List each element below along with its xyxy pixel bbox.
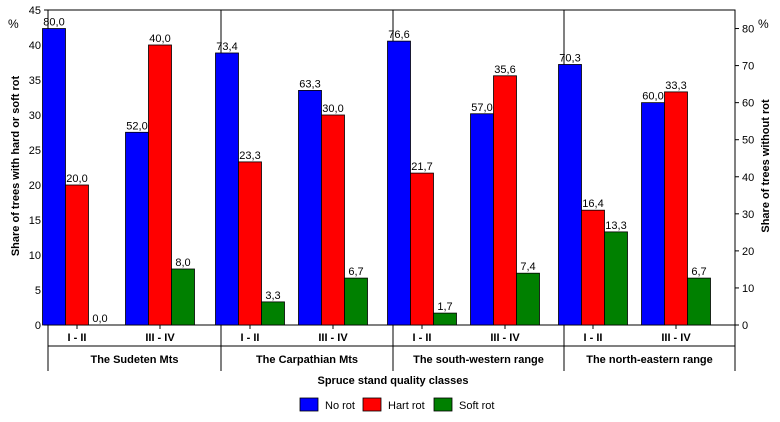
bar-value-label: 76,6 <box>388 29 409 41</box>
left-tick-label: 45 <box>29 5 41 17</box>
bar-value-label: 0,0 <box>92 313 107 325</box>
bar-value-label: 13,3 <box>605 220 626 232</box>
left-tick-label: 40 <box>29 40 41 52</box>
bar-no-rot <box>215 52 239 326</box>
group-title: The north-eastern range <box>586 354 713 366</box>
bar-value-label: 7,4 <box>520 261 535 273</box>
bar-soft-rot <box>261 301 285 326</box>
legend-swatch <box>433 397 453 412</box>
bar-soft-rot <box>604 231 628 326</box>
bar-hart-rot <box>238 161 262 326</box>
bar-value-label: 40,0 <box>149 33 170 45</box>
right-tick-label: 70 <box>742 61 754 73</box>
left-unit-label: % <box>8 17 19 31</box>
bar-value-label: 6,7 <box>691 266 706 278</box>
bar-value-label: 16,4 <box>582 198 603 210</box>
bar-value-label: 57,0 <box>471 102 492 114</box>
left-tick-label: 20 <box>29 180 41 192</box>
legend-label: Hart rot <box>388 400 425 412</box>
left-axis-title: Share of trees with hard or soft rot <box>10 76 22 257</box>
group-title: The Sudeten Mts <box>90 354 178 366</box>
left-tick-label: 30 <box>29 110 41 122</box>
left-tick-label: 35 <box>29 75 41 87</box>
bar-soft-rot <box>171 268 195 326</box>
right-tick-label: 0 <box>742 320 748 332</box>
right-tick-label: 20 <box>742 246 754 258</box>
left-tick-label: 25 <box>29 145 41 157</box>
class-label: I - II <box>413 332 432 344</box>
bar-value-label: 60,0 <box>642 91 663 103</box>
group-title: The Carpathian Mts <box>256 354 358 366</box>
bar-value-label: 70,3 <box>559 52 580 64</box>
x-axis-title: Spruce stand quality classes <box>317 375 468 387</box>
bar-value-label: 6,7 <box>348 266 363 278</box>
bar-value-label: 52,0 <box>126 120 147 132</box>
bar-hart-rot <box>664 91 688 326</box>
bar-no-rot <box>125 131 149 326</box>
left-tick-label: 15 <box>29 215 41 227</box>
bar-value-label: 80,0 <box>43 17 64 29</box>
legend-swatch <box>362 397 382 412</box>
right-unit-label: % <box>758 17 769 31</box>
right-tick-label: 60 <box>742 98 754 110</box>
bar-soft-rot <box>433 312 457 326</box>
class-label: III - IV <box>145 332 175 344</box>
bar-no-rot <box>558 64 582 326</box>
bar-soft-rot <box>687 277 711 326</box>
bar-value-label: 33,3 <box>665 80 686 92</box>
bar-hart-rot <box>410 172 434 326</box>
bar-hart-rot <box>321 114 345 326</box>
bar-soft-rot <box>344 277 368 326</box>
left-tick-label: 10 <box>29 250 41 262</box>
right-tick-label: 80 <box>742 24 754 36</box>
bar-value-label: 21,7 <box>411 161 432 173</box>
bar-hart-rot <box>493 75 517 326</box>
bar-value-label: 35,6 <box>494 64 515 76</box>
class-label: I - II <box>241 332 260 344</box>
right-tick-label: 40 <box>742 172 754 184</box>
class-label: III - IV <box>490 332 520 344</box>
bar-soft-rot <box>516 272 540 326</box>
bar-value-label: 23,3 <box>239 150 260 162</box>
bar-no-rot <box>298 90 322 326</box>
bar-hart-rot <box>581 209 605 326</box>
bar-value-label: 73,4 <box>216 41 237 53</box>
bar-no-rot <box>641 102 665 326</box>
left-tick-label: 0 <box>35 320 41 332</box>
bar-value-label: 63,3 <box>299 78 320 90</box>
bar-no-rot <box>470 113 494 326</box>
left-tick-label: 5 <box>35 285 41 297</box>
bar-value-label: 30,0 <box>322 103 343 115</box>
legend-label: No rot <box>325 400 355 412</box>
bar-value-label: 20,0 <box>66 173 87 185</box>
group-title: The south-western range <box>413 354 544 366</box>
bar-no-rot <box>42 28 66 326</box>
right-tick-label: 30 <box>742 209 754 221</box>
right-tick-label: 50 <box>742 135 754 147</box>
legend-label: Soft rot <box>459 400 494 412</box>
right-axis-title: Share of trees without rot <box>760 99 772 233</box>
bar-value-label: 1,7 <box>437 301 452 313</box>
bar-hart-rot <box>65 184 89 326</box>
class-label: I - II <box>68 332 87 344</box>
class-label: III - IV <box>318 332 348 344</box>
bar-value-label: 3,3 <box>265 290 280 302</box>
bar-value-label: 8,0 <box>175 257 190 269</box>
legend-swatch <box>299 397 319 412</box>
legend: No rot Hart rot Soft rot <box>299 397 494 412</box>
class-label: III - IV <box>661 332 691 344</box>
bar-no-rot <box>387 40 411 326</box>
bar-hart-rot <box>148 44 172 326</box>
right-tick-label: 10 <box>742 283 754 295</box>
class-label: I - II <box>584 332 603 344</box>
